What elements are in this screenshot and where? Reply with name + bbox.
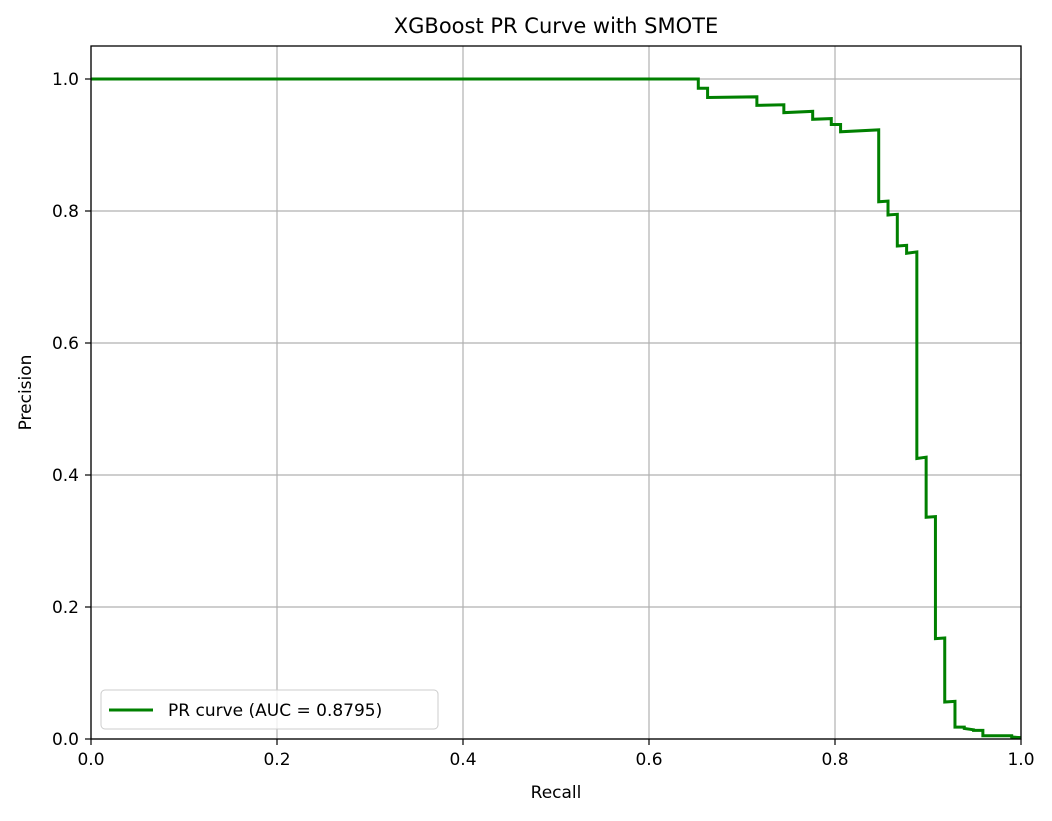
x-axis-label: Recall: [531, 783, 582, 803]
series-layer: [91, 77, 1021, 740]
grid-layer: [90, 46, 1022, 740]
x-tick-label: 0.0: [77, 750, 104, 770]
x-tick-label: 1.0: [1007, 750, 1034, 770]
pr-curve-line: [91, 77, 1021, 740]
legend-label: PR curve (AUC = 0.8795): [168, 701, 382, 721]
y-tick-label: 0.8: [52, 202, 79, 222]
y-tick-label: 0.0: [52, 730, 79, 750]
legend: PR curve (AUC = 0.8795): [100, 689, 439, 730]
y-axis-label: Precision: [16, 355, 36, 431]
ticks-layer: 0.0 0.2 0.4 0.6 0.8 1.0 0.0 0.2 0.4 0.6 0.8 1.0: [52, 70, 1035, 770]
y-tick-label: 0.2: [52, 598, 79, 618]
x-tick-label: 0.2: [263, 750, 290, 770]
y-tick-label: 0.6: [52, 334, 79, 354]
plot-frame: [90, 45, 1022, 740]
x-tick-label: 0.8: [821, 750, 848, 770]
legend-box: [100, 689, 439, 730]
y-tick-label: 1.0: [52, 70, 79, 90]
y-tick-label: 0.4: [52, 466, 79, 486]
x-tick-label: 0.6: [635, 750, 662, 770]
x-tick-label: 0.4: [449, 750, 476, 770]
chart-title: XGBoost PR Curve with SMOTE: [394, 14, 718, 38]
